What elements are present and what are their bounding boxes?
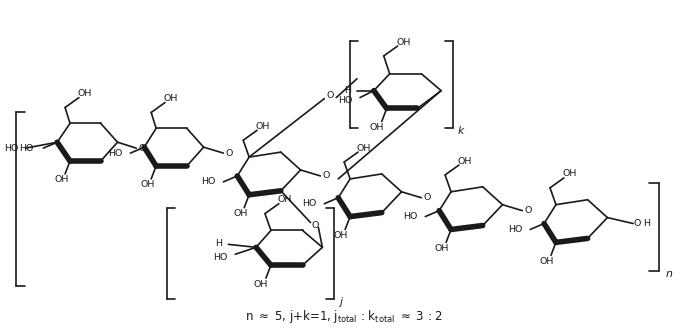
- Text: OH: OH: [370, 123, 384, 132]
- Text: OH: OH: [397, 37, 411, 46]
- Text: HO: HO: [213, 253, 227, 262]
- Text: j: j: [339, 297, 342, 307]
- Text: H: H: [643, 219, 651, 228]
- Text: HO: HO: [108, 149, 123, 158]
- Text: H: H: [215, 239, 223, 248]
- Text: HO: HO: [338, 96, 352, 105]
- Text: O: O: [312, 221, 319, 230]
- Text: HO: HO: [201, 177, 216, 186]
- Text: H: H: [344, 86, 351, 95]
- Text: O: O: [423, 193, 431, 202]
- Text: OH: OH: [458, 157, 472, 166]
- Text: HO: HO: [403, 212, 417, 221]
- Text: O: O: [225, 149, 233, 158]
- Text: O: O: [634, 219, 640, 228]
- Text: HO: HO: [19, 144, 34, 153]
- Text: OH: OH: [334, 231, 349, 240]
- Text: k: k: [458, 126, 464, 136]
- Text: n: n: [666, 269, 673, 279]
- Text: OH: OH: [435, 244, 449, 253]
- Text: OH: OH: [277, 195, 292, 204]
- Text: O: O: [138, 144, 146, 153]
- Text: HO: HO: [4, 144, 18, 153]
- Text: OH: OH: [357, 144, 371, 153]
- Text: n $\approx$ 5, j+k=1, j$_{\rm total}$ : k$_{\rm total}$ $\approx$ 3 : 2: n $\approx$ 5, j+k=1, j$_{\rm total}$ : …: [245, 308, 443, 325]
- Text: O: O: [323, 171, 330, 180]
- Text: OH: OH: [140, 180, 154, 189]
- Text: OH: OH: [55, 175, 69, 184]
- Text: HO: HO: [508, 225, 522, 234]
- Text: HO: HO: [302, 199, 316, 208]
- Text: OH: OH: [254, 280, 269, 289]
- Text: OH: OH: [540, 257, 554, 266]
- Text: O: O: [525, 206, 532, 215]
- Text: OH: OH: [562, 169, 577, 178]
- Text: O: O: [327, 91, 334, 100]
- Text: OH: OH: [164, 94, 178, 103]
- Text: OH: OH: [233, 209, 247, 218]
- Text: OH: OH: [77, 89, 92, 98]
- Text: OH: OH: [256, 122, 270, 131]
